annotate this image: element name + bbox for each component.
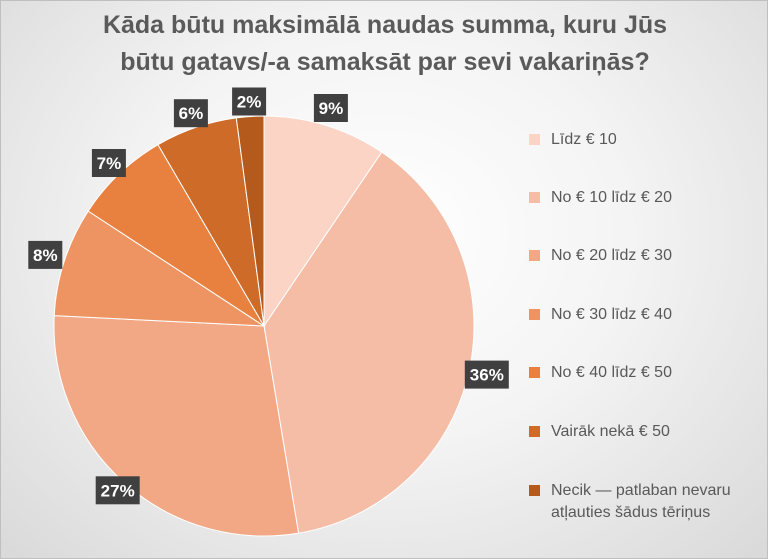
legend-swatch — [529, 426, 540, 437]
data-label-text: 9% — [319, 99, 344, 118]
data-label: 8% — [28, 240, 63, 269]
pie-slice — [53, 210, 266, 327]
pie-slice — [263, 115, 383, 328]
legend-label: Vairāk nekā € 50 — [551, 423, 670, 440]
data-label: 6% — [173, 99, 208, 128]
data-label: 36% — [464, 360, 509, 389]
pie-slice — [53, 315, 300, 537]
data-label-text: 7% — [97, 154, 122, 173]
data-label-text: 8% — [33, 246, 58, 265]
data-label: 7% — [91, 149, 126, 177]
legend-swatch — [529, 309, 540, 320]
data-label-box — [464, 360, 509, 389]
data-label: 27% — [95, 476, 140, 505]
data-label-box — [91, 149, 126, 177]
chart-title-line-1: Kāda būtu maksimālā naudas summa, kuru J… — [102, 11, 668, 39]
data-label: 2% — [232, 87, 267, 116]
data-label-text: 36% — [470, 366, 504, 385]
pie-slice — [235, 115, 265, 327]
data-label-text: 6% — [179, 104, 204, 123]
legend-swatch — [529, 192, 540, 203]
data-label-box — [313, 94, 348, 122]
data-label-box — [28, 240, 63, 269]
legend-swatch — [529, 250, 540, 261]
legend-label: Līdz € 10 — [551, 131, 617, 148]
legend-label: Necik — patlaban nevaru atļauties šādus … — [551, 482, 731, 521]
chart-title-line-2: būtu gatavs/-a samaksāt par sevi vakariņ… — [120, 48, 650, 76]
legend-swatch — [529, 485, 540, 496]
legend-label: No € 40 līdz € 50 — [551, 364, 672, 381]
legend-label: No € 10 līdz € 20 — [551, 189, 672, 206]
chart-title: Kāda būtu maksimālā naudas summa, kuru J… — [1, 7, 768, 81]
data-label-box — [232, 87, 267, 116]
legend-label: No € 20 līdz € 30 — [551, 247, 672, 264]
data-label-text: 2% — [237, 93, 262, 112]
data-label-text: 27% — [101, 481, 135, 500]
data-label-box — [95, 476, 140, 505]
legend-swatch — [529, 367, 540, 378]
legend-label: No € 30 līdz € 40 — [551, 306, 672, 323]
legend-swatch — [529, 134, 540, 145]
data-label-box — [173, 99, 208, 128]
data-label: 9% — [313, 94, 348, 122]
